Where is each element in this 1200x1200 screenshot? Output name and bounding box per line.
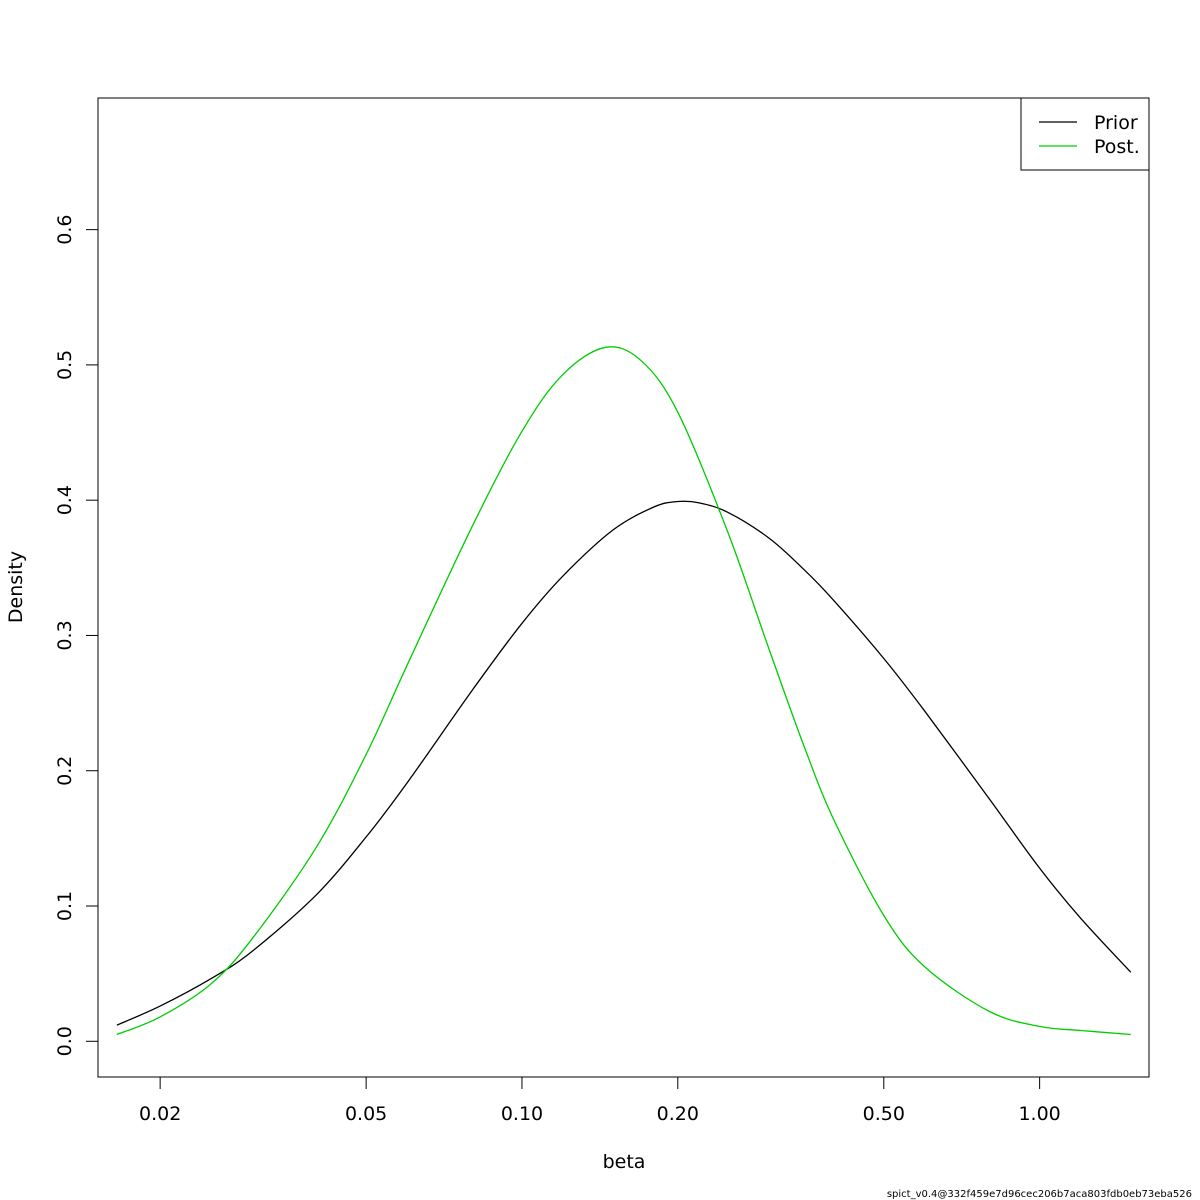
y-axis-title: Density — [5, 551, 27, 623]
legend-label-post: Post. — [1094, 136, 1140, 158]
footer-caption: spict_v0.4@332f459e7d96cec206b7aca803fdb… — [887, 1189, 1192, 1200]
y-tick-label: 0.4 — [54, 485, 76, 515]
y-tick-label: 0.5 — [54, 350, 76, 380]
x-tick-label: 0.50 — [863, 1103, 905, 1125]
legend-label-prior: Prior — [1094, 112, 1138, 134]
y-tick-label: 0.3 — [54, 620, 76, 650]
y-tick-label: 0.0 — [54, 1026, 76, 1056]
y-tick-label: 0.6 — [54, 215, 76, 245]
x-tick-label: 0.02 — [139, 1103, 181, 1125]
x-tick-label: 0.20 — [657, 1103, 699, 1125]
x-axis-title: beta — [603, 1151, 646, 1173]
series-line-post — [116, 346, 1131, 1036]
y-axis: 0.0 0.1 0.2 0.3 0.4 0.5 0.6 — [54, 215, 99, 1056]
x-tick-label: 0.05 — [345, 1103, 387, 1125]
x-tick-label: 0.10 — [501, 1103, 543, 1125]
x-axis: 0.02 0.05 0.10 0.20 0.50 1.00 — [139, 1076, 1061, 1125]
legend: Prior Post. — [1020, 97, 1150, 171]
legend-box — [1020, 97, 1150, 171]
series-line-prior — [116, 500, 1132, 1026]
series-layer — [116, 346, 1132, 1036]
plot-frame — [97, 97, 1150, 1078]
x-tick-label: 1.00 — [1018, 1103, 1060, 1125]
y-tick-label: 0.1 — [54, 891, 76, 921]
y-tick-label: 0.2 — [54, 756, 76, 786]
